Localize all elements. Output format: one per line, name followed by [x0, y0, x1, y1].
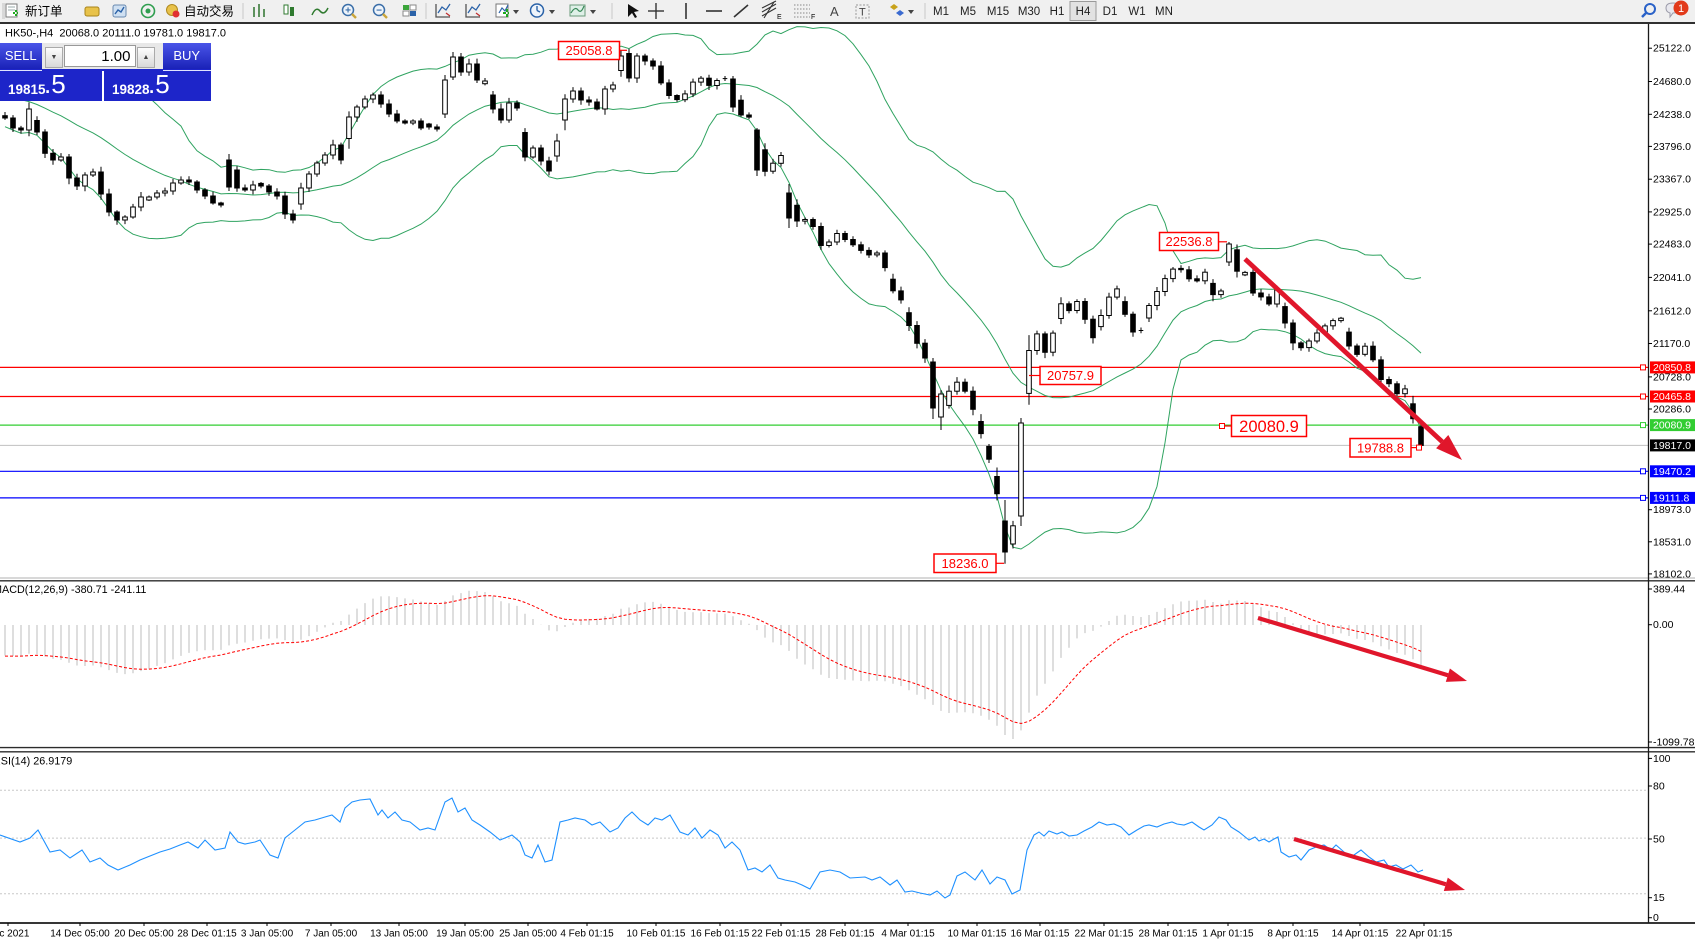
svg-text:28 Feb 01:15: 28 Feb 01:15	[816, 929, 875, 940]
svg-text:22925.0: 22925.0	[1653, 206, 1691, 218]
svg-text:20080.9: 20080.9	[1239, 418, 1299, 436]
svg-text:15: 15	[1653, 892, 1665, 904]
svg-text:-1099.78: -1099.78	[1653, 737, 1695, 749]
svg-text:新订单: 新订单	[25, 4, 63, 19]
svg-text:19470.2: 19470.2	[1653, 466, 1691, 478]
svg-text:22483.0: 22483.0	[1653, 239, 1691, 251]
svg-text:HK50-,H4 20068.0 20111.0 1978: HK50-,H4 20068.0 20111.0 19781.0 19817.0	[5, 28, 226, 40]
svg-text:20080.9: 20080.9	[1653, 420, 1691, 432]
svg-text:M5: M5	[960, 6, 976, 18]
svg-text:F: F	[811, 14, 815, 21]
svg-text:14 Apr 01:15: 14 Apr 01:15	[1332, 929, 1389, 940]
svg-text:4 Mar 01:15: 4 Mar 01:15	[881, 929, 935, 940]
svg-text:20850.8: 20850.8	[1653, 362, 1691, 374]
svg-text:22041.0: 22041.0	[1653, 272, 1691, 284]
svg-text:16 Feb 01:15: 16 Feb 01:15	[691, 929, 750, 940]
svg-text:19 Jan 05:00: 19 Jan 05:00	[436, 929, 494, 940]
svg-text:20757.9: 20757.9	[1047, 368, 1094, 383]
svg-text:19111.8: 19111.8	[1653, 493, 1690, 505]
svg-text:22 Apr 01:15: 22 Apr 01:15	[1396, 929, 1453, 940]
svg-text:M30: M30	[1018, 6, 1040, 18]
svg-text:21612.0: 21612.0	[1653, 305, 1691, 317]
svg-text:28 Dec 01:15: 28 Dec 01:15	[177, 929, 237, 940]
svg-text:18236.0: 18236.0	[942, 556, 989, 571]
svg-text:13 Jan 05:00: 13 Jan 05:00	[370, 929, 428, 940]
svg-text:20 Dec 05:00: 20 Dec 05:00	[114, 929, 174, 940]
svg-text:1: 1	[1678, 3, 1684, 15]
svg-text:Dec 2021: Dec 2021	[0, 929, 30, 940]
svg-text:14 Dec 05:00: 14 Dec 05:00	[50, 929, 110, 940]
svg-text:100: 100	[1653, 753, 1671, 765]
svg-text:D1: D1	[1103, 6, 1118, 18]
svg-text:23367.0: 23367.0	[1653, 174, 1691, 186]
svg-text:10 Mar 01:15: 10 Mar 01:15	[948, 929, 1007, 940]
svg-text:18973.0: 18973.0	[1653, 504, 1691, 516]
svg-text:20465.8: 20465.8	[1653, 391, 1691, 403]
svg-text:E: E	[777, 14, 782, 21]
svg-text:MN: MN	[1155, 6, 1173, 18]
svg-text:18531.0: 18531.0	[1653, 536, 1691, 548]
svg-text:M15: M15	[987, 6, 1009, 18]
svg-text:−: −	[376, 6, 382, 17]
svg-text:22 Mar 01:15: 22 Mar 01:15	[1075, 929, 1134, 940]
svg-text:H1: H1	[1050, 6, 1065, 18]
svg-text:H4: H4	[1076, 6, 1091, 18]
svg-text:389.44: 389.44	[1653, 584, 1685, 596]
svg-text:21170.0: 21170.0	[1653, 338, 1690, 350]
svg-text:W1: W1	[1128, 6, 1145, 18]
svg-text:20286.0: 20286.0	[1653, 404, 1691, 416]
svg-text:+: +	[345, 6, 351, 17]
svg-text:25 Jan 05:00: 25 Jan 05:00	[499, 929, 557, 940]
svg-text:22 Feb 01:15: 22 Feb 01:15	[752, 929, 811, 940]
svg-text:3 Jan 05:00: 3 Jan 05:00	[241, 929, 294, 940]
svg-text:7 Jan 05:00: 7 Jan 05:00	[305, 929, 358, 940]
svg-text:18102.0: 18102.0	[1653, 568, 1691, 580]
svg-text:0.00: 0.00	[1653, 619, 1674, 631]
svg-text:1 Apr 01:15: 1 Apr 01:15	[1202, 929, 1254, 940]
svg-text:50: 50	[1653, 834, 1665, 846]
svg-text:16 Mar 01:15: 16 Mar 01:15	[1011, 929, 1070, 940]
svg-text:23796.0: 23796.0	[1653, 141, 1691, 153]
svg-text:20728.0: 20728.0	[1653, 371, 1691, 383]
svg-text:自动交易: 自动交易	[184, 4, 234, 19]
svg-text:RSI(14) 26.9179: RSI(14) 26.9179	[0, 756, 72, 768]
svg-text:M1: M1	[933, 6, 949, 18]
svg-text:10 Feb 01:15: 10 Feb 01:15	[627, 929, 686, 940]
svg-text:80: 80	[1653, 781, 1665, 793]
svg-text:24680.0: 24680.0	[1653, 76, 1691, 88]
svg-text:8 Apr 01:15: 8 Apr 01:15	[1267, 929, 1319, 940]
svg-text:T: T	[859, 7, 866, 19]
svg-text:22536.8: 22536.8	[1166, 234, 1213, 249]
svg-text:24238.0: 24238.0	[1653, 109, 1691, 121]
svg-text:19817.0: 19817.0	[1653, 440, 1691, 452]
svg-text:A: A	[830, 4, 839, 19]
svg-text:0: 0	[1653, 912, 1659, 924]
svg-text:28 Mar 01:15: 28 Mar 01:15	[1139, 929, 1198, 940]
svg-text:25122.0: 25122.0	[1653, 43, 1691, 55]
svg-text:MACD(12,26,9) -380.71 -241.11: MACD(12,26,9) -380.71 -241.11	[0, 584, 146, 596]
svg-text:4 Feb 01:15: 4 Feb 01:15	[560, 929, 614, 940]
svg-text:19788.8: 19788.8	[1357, 440, 1404, 455]
svg-text:25058.8: 25058.8	[566, 43, 613, 58]
